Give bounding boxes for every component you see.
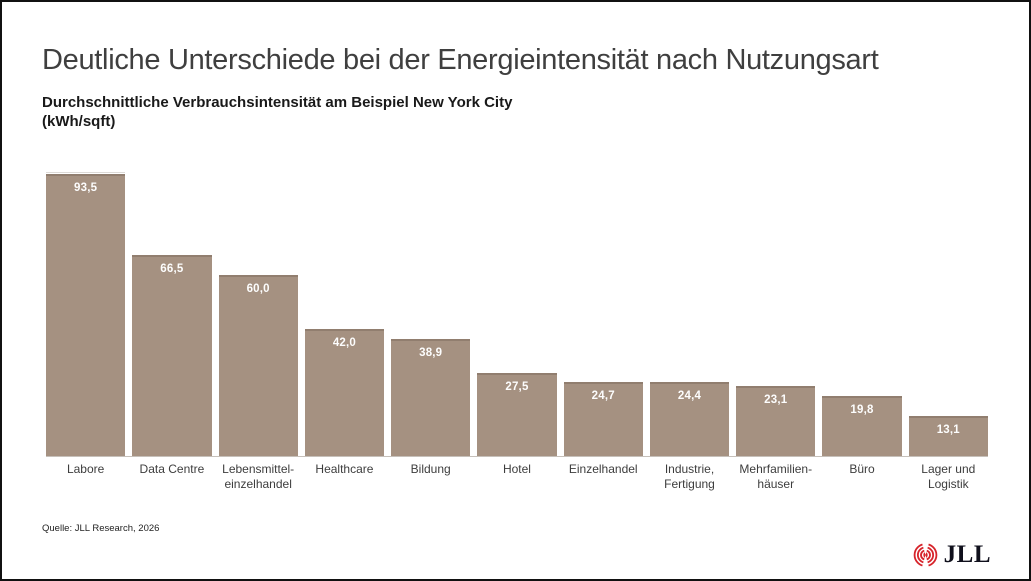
bar-value-label: 60,0 [246, 283, 270, 295]
bar-value-label: 24,4 [677, 390, 702, 402]
bar-value-label: 93,5 [74, 182, 98, 194]
jll-logo-icon [913, 542, 937, 568]
bar-healthcare: 42,0 [304, 329, 385, 456]
bar-value-label: 24,7 [591, 390, 615, 402]
category-axis-labels: Labore Data Centre Lebensmittel-einzelhand… [46, 462, 988, 492]
bar-value-label: 27,5 [505, 381, 529, 393]
bar-mehrfamilien-häuser: 23,1 [736, 386, 816, 456]
bar-value-label: 13,1 [936, 424, 960, 436]
bar-data-centre: 66,5 [132, 255, 212, 456]
bar-lebensmittel-einzelhandel: 60,0 [218, 275, 298, 456]
gridline-hint [46, 172, 125, 173]
category-label: Hotel [502, 462, 531, 476]
bar-bildung: 38,9 [391, 339, 471, 456]
bar-value-label: 23,1 [764, 394, 788, 406]
jll-logo-text: JLL [943, 541, 991, 568]
category-label: Data Centre [139, 462, 205, 476]
category-label: Mehrfamilien-häuser [739, 462, 813, 491]
category-label: Labore [66, 462, 105, 476]
source-note: Quelle: JLL Research, 2026 [42, 523, 160, 534]
category-label: Lager und Logistik [921, 462, 976, 491]
category-label: Industrie, Fertigung [664, 462, 715, 491]
bar-chart: 93,5 66,5 60,0 42,0 38,9 27,5 24,7 24,4 23,1 19,8… [46, 172, 988, 492]
bar-value-label: 66,5 [160, 263, 184, 275]
category-label: Einzelhandel [568, 462, 638, 476]
bar-hotel: 27,5 [477, 373, 557, 456]
bar-labore: 93,5 [46, 174, 126, 456]
bar-einzelhandel: 24,7 [563, 382, 643, 456]
bar-value-label: 19,8 [850, 404, 874, 416]
bar-industrie-fertigung: 24,4 [649, 382, 730, 456]
chart-subtitle-line1: Durchschnittliche Verbrauchsintensität a… [42, 94, 513, 111]
page-title: Deutliche Unterschiede bei der Energiein… [42, 44, 879, 76]
category-label: Bildung [410, 462, 451, 476]
category-label: Büro [849, 462, 875, 476]
chart-plot-area: 93,5 66,5 60,0 42,0 38,9 27,5 24,7 24,4 23,1 19,8… [46, 172, 988, 457]
jll-logo: JLL [912, 541, 991, 569]
category-label: Lebensmittel-einzelhandel [222, 462, 295, 491]
bar-büro: 19,8 [822, 396, 902, 456]
category-label: Healthcare [315, 462, 374, 476]
bar-value-label: 38,9 [419, 347, 443, 359]
bar-value-label: 42,0 [332, 337, 357, 349]
bar-lager-und-logistik: 13,1 [908, 416, 988, 456]
chart-subtitle: Durchschnittliche Verbrauchsintensität a… [42, 93, 512, 131]
chart-unit-label: (kWh/sqft) [42, 113, 116, 130]
